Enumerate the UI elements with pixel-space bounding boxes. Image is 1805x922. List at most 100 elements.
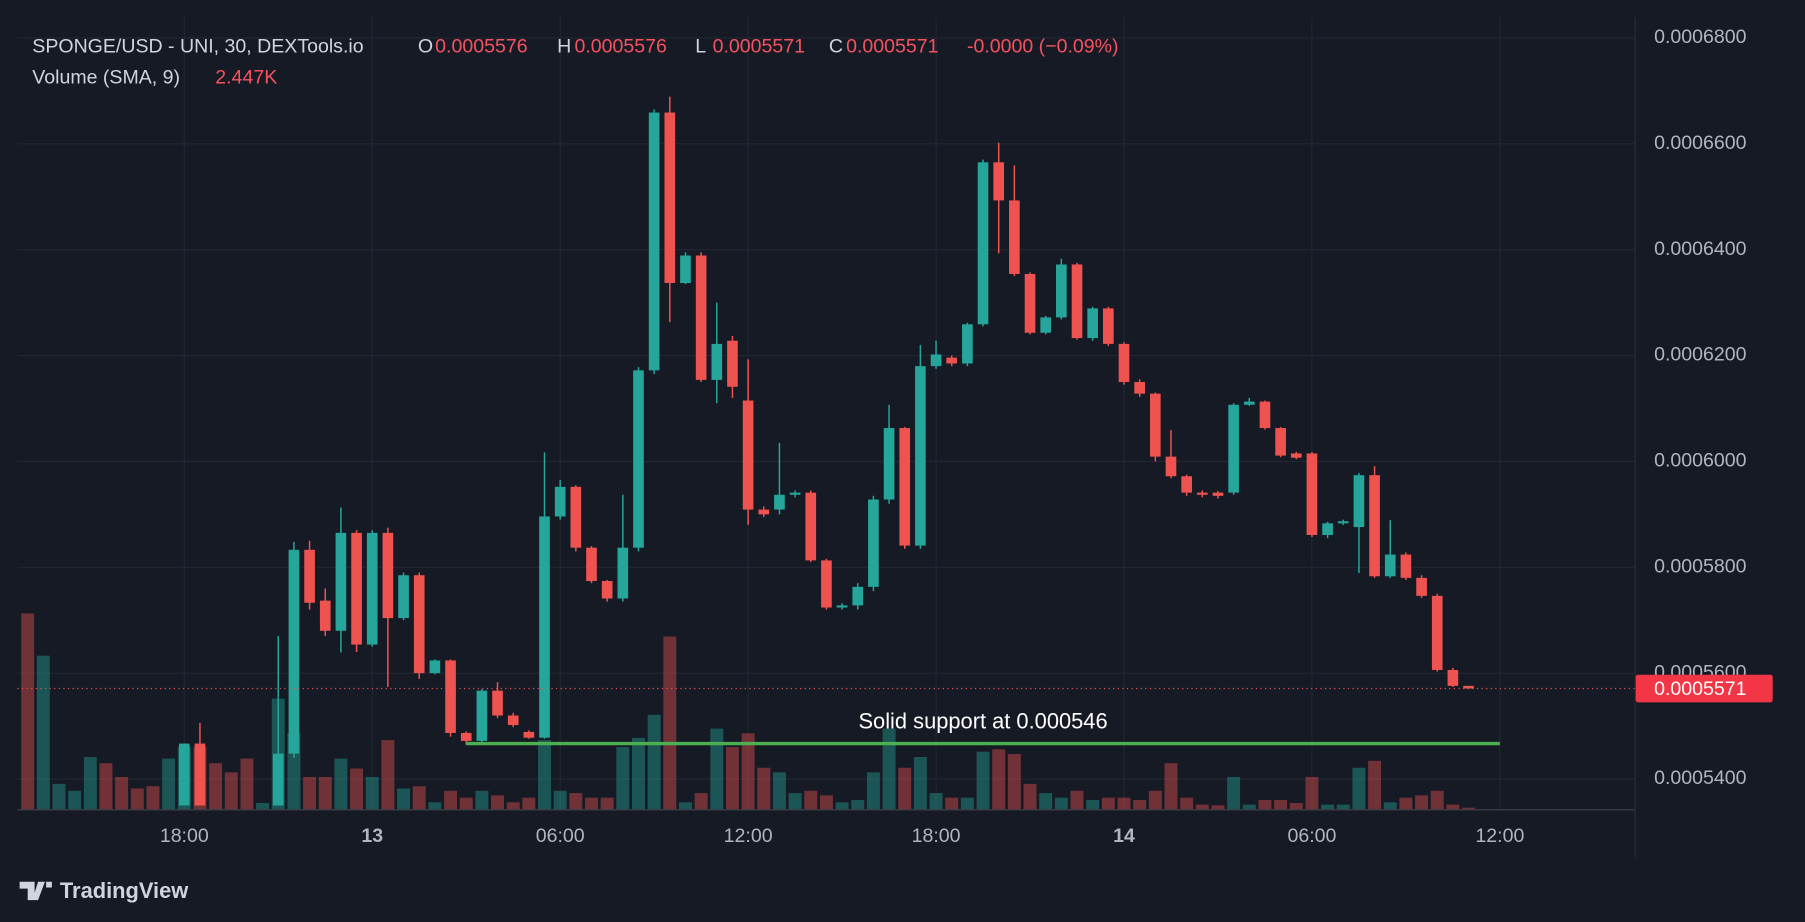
- volume-bar: [882, 728, 896, 810]
- volume-bar: [1415, 795, 1429, 810]
- volume-sma: 2.447K: [215, 66, 277, 88]
- candle-body: [1431, 595, 1443, 670]
- candle-body: [1181, 476, 1192, 493]
- candle-body: [617, 547, 629, 599]
- change: -0.0000 (−0.09%): [967, 35, 1119, 57]
- candle-body: [711, 343, 723, 380]
- volume-bar: [224, 772, 238, 810]
- candle-body: [1369, 475, 1380, 577]
- x-tick-label: 12:00: [1475, 825, 1524, 847]
- candle-body: [1259, 401, 1271, 429]
- candle-body: [178, 743, 190, 806]
- volume-bar: [99, 763, 113, 810]
- candle-body: [789, 492, 801, 495]
- candle-body: [366, 532, 378, 645]
- volume-bar: [256, 803, 270, 810]
- volume-bar: [616, 747, 630, 810]
- volume-bar: [1258, 799, 1272, 810]
- candle-body: [429, 660, 441, 674]
- volume-bar: [506, 802, 520, 810]
- candle-body: [1447, 669, 1459, 686]
- volume-bar: [1305, 776, 1319, 810]
- y-tick-label: 0.0006600: [1654, 132, 1747, 154]
- y-tick-label: 0.0006800: [1654, 26, 1747, 48]
- volume-bar: [898, 767, 912, 810]
- candle-body: [868, 499, 879, 587]
- candle-body: [554, 486, 566, 517]
- candle-body: [1400, 554, 1412, 578]
- candle-body: [1463, 685, 1474, 689]
- volume-bar: [1070, 790, 1084, 810]
- volume-bar: [318, 776, 332, 810]
- volume-bar: [1023, 783, 1037, 810]
- volume-bar: [1039, 793, 1053, 810]
- candle-body: [1337, 521, 1349, 524]
- volume-bar: [52, 783, 66, 810]
- volume-bar: [1352, 767, 1366, 810]
- candle-body: [648, 112, 660, 371]
- volume-bar: [1164, 763, 1178, 810]
- volume-bar: [475, 790, 489, 810]
- volume-bar: [913, 757, 927, 810]
- candle-body: [758, 509, 770, 515]
- candle-body: [1009, 200, 1020, 275]
- x-tick-label: 06:00: [536, 825, 585, 847]
- volume-bar: [240, 758, 254, 810]
- volume-bar: [36, 655, 50, 810]
- volume-bar: [115, 776, 129, 810]
- volume-title: Volume (SMA, 9): [32, 66, 180, 88]
- candle-body: [1212, 492, 1224, 496]
- candle-body: [695, 255, 707, 380]
- candle-body: [774, 494, 785, 510]
- candle-body: [1071, 264, 1083, 339]
- candle-body: [288, 549, 300, 754]
- volume-bar: [1148, 790, 1162, 810]
- volume-bar: [553, 790, 567, 810]
- candle-body: [1290, 453, 1302, 458]
- volume-bar: [412, 786, 426, 810]
- volume-bar: [1274, 799, 1288, 810]
- volume-bar: [772, 772, 786, 810]
- volume-bar: [1117, 797, 1131, 810]
- candle-body: [460, 732, 472, 741]
- volume-bar: [130, 788, 144, 810]
- volume-bar: [1133, 799, 1147, 810]
- candle-body: [1134, 381, 1145, 394]
- candle-body: [993, 162, 1005, 201]
- volume-bar: [459, 797, 473, 810]
- candle-body: [946, 357, 958, 364]
- candle-body: [1306, 453, 1318, 535]
- axes: 0.00054000.00056000.00058000.00060000.00…: [160, 26, 1773, 847]
- support-label: Solid support at 0.000546: [858, 709, 1107, 734]
- candle-body: [523, 731, 535, 738]
- legend-key: H: [557, 35, 571, 57]
- volume-bar: [678, 802, 692, 810]
- volume-bar: [1399, 797, 1413, 810]
- overlay: Solid support at 0.000546: [17, 687, 1635, 746]
- x-tick-label: 18:00: [912, 825, 961, 847]
- volume-bar: [585, 797, 598, 810]
- candle-body: [852, 586, 864, 606]
- volume-bar: [866, 772, 880, 810]
- candle-body: [319, 600, 331, 631]
- volume-bar: [600, 797, 614, 810]
- candle-body: [1024, 274, 1036, 333]
- candle-body: [445, 660, 456, 733]
- volume-bar: [1211, 805, 1225, 810]
- volume-bar: [647, 714, 661, 810]
- candle-body: [476, 690, 488, 741]
- candle-body: [1149, 393, 1161, 457]
- candle-body: [335, 532, 347, 631]
- brand-logo: TradingView: [19, 878, 189, 903]
- candle-body: [1384, 554, 1396, 577]
- volume-bar: [1368, 760, 1382, 810]
- volume-bar: [491, 795, 505, 810]
- legend-value: 0.0005571: [846, 35, 938, 57]
- candle-body: [586, 547, 597, 582]
- volume-bar: [1336, 804, 1350, 810]
- volume-bar: [397, 788, 411, 810]
- candle-body: [1353, 475, 1365, 528]
- candle-body: [1087, 308, 1099, 339]
- candle-body: [1196, 492, 1208, 495]
- candle-body: [1322, 523, 1333, 535]
